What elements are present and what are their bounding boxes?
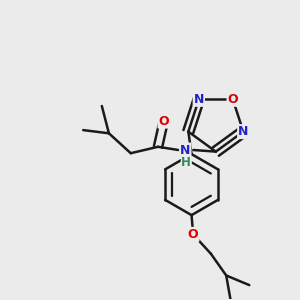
Text: N: N xyxy=(238,125,248,138)
Text: O: O xyxy=(158,115,169,128)
Text: N: N xyxy=(180,143,190,157)
Text: N: N xyxy=(194,93,204,106)
Text: H: H xyxy=(181,156,191,169)
Text: O: O xyxy=(188,228,199,241)
Text: O: O xyxy=(227,93,238,106)
